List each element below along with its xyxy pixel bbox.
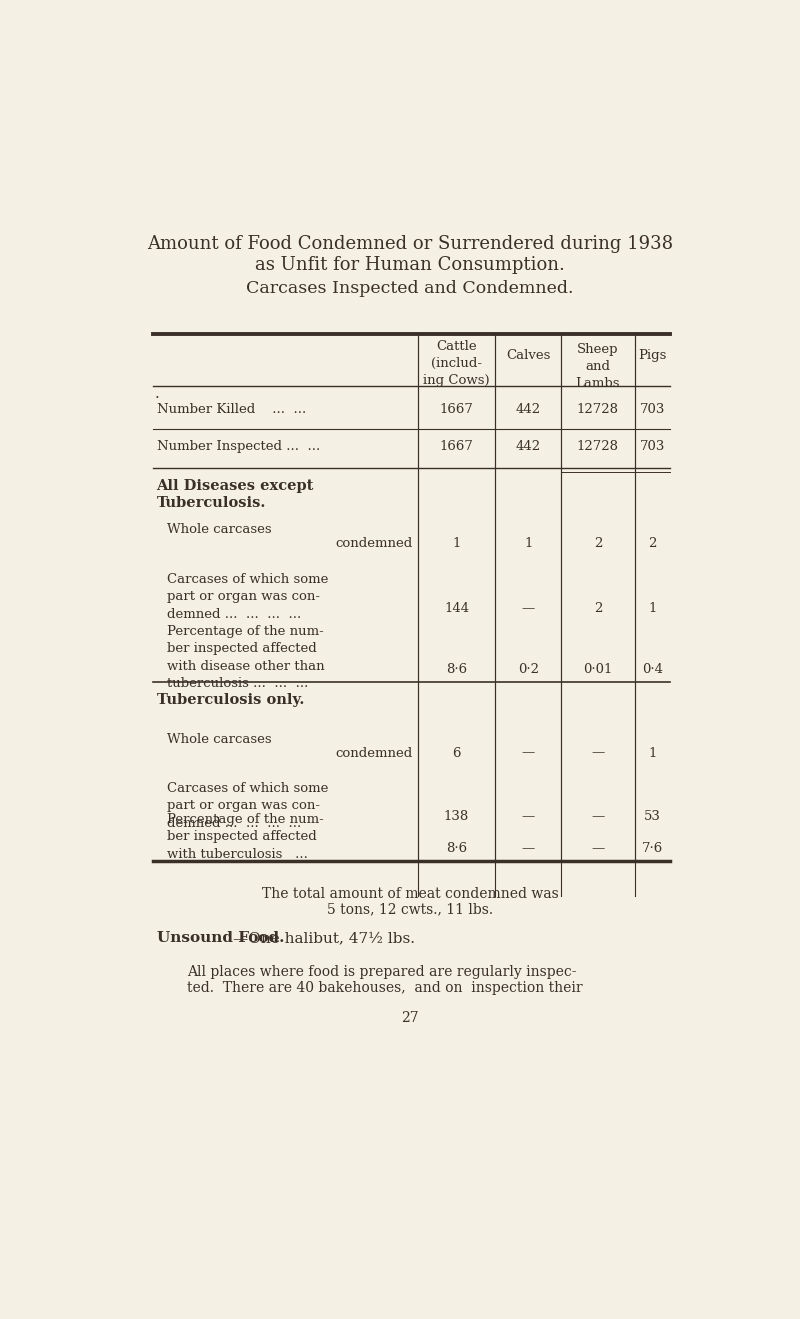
Text: 1667: 1667	[439, 404, 474, 415]
Text: condemned: condemned	[336, 747, 413, 760]
Text: Carcases of which some
part or organ was con-
demned ...  ...  ...  ...: Carcases of which some part or organ was…	[166, 572, 328, 620]
Text: 2: 2	[648, 537, 656, 550]
Text: 53: 53	[644, 810, 661, 823]
Text: Whole carcases: Whole carcases	[166, 732, 271, 745]
Text: 27: 27	[401, 1012, 419, 1025]
Text: 12728: 12728	[577, 441, 619, 454]
Text: condemned: condemned	[336, 537, 413, 550]
Text: ·: ·	[154, 390, 159, 405]
Text: 1: 1	[648, 747, 656, 760]
Text: All Diseases except
Tuberculosis.: All Diseases except Tuberculosis.	[157, 479, 314, 510]
Text: ted.  There are 40 bakehouses,  and on  inspection their: ted. There are 40 bakehouses, and on ins…	[187, 980, 582, 995]
Text: Carcases Inspected and Condemned.: Carcases Inspected and Condemned.	[246, 280, 574, 297]
Text: All places where food is prepared are regularly inspec-: All places where food is prepared are re…	[187, 966, 576, 979]
Text: —One halibut, 47½ lbs.: —One halibut, 47½ lbs.	[234, 931, 415, 946]
Text: 703: 703	[639, 441, 665, 454]
Text: —: —	[522, 601, 535, 615]
Text: 2: 2	[594, 601, 602, 615]
Text: —: —	[522, 747, 535, 760]
Text: —: —	[591, 747, 605, 760]
Text: Tuberculosis only.: Tuberculosis only.	[157, 692, 304, 707]
Text: Carcases of which some
part or organ was con-
demned ...  ...  ...  ...: Carcases of which some part or organ was…	[166, 782, 328, 830]
Text: 1: 1	[648, 601, 656, 615]
Text: 1: 1	[452, 537, 461, 550]
Text: Pigs: Pigs	[638, 350, 666, 363]
Text: Unsound Food.: Unsound Food.	[157, 931, 284, 946]
Text: Percentage of the num-
ber inspected affected
with disease other than
tuberculos: Percentage of the num- ber inspected aff…	[166, 625, 324, 690]
Text: 0·2: 0·2	[518, 663, 538, 677]
Text: Calves: Calves	[506, 350, 550, 363]
Text: —: —	[591, 810, 605, 823]
Text: Cattle
(includ-
ing Cows): Cattle (includ- ing Cows)	[423, 340, 490, 386]
Text: 144: 144	[444, 601, 469, 615]
Text: 442: 442	[516, 404, 541, 415]
Text: 0·4: 0·4	[642, 663, 662, 677]
Text: 1667: 1667	[439, 441, 474, 454]
Text: Sheep
and
Lambs: Sheep and Lambs	[576, 343, 620, 390]
Text: 0·01: 0·01	[583, 663, 613, 677]
Text: —: —	[522, 810, 535, 823]
Text: The total amount of meat condemned was: The total amount of meat condemned was	[262, 886, 558, 901]
Text: 8·6: 8·6	[446, 663, 467, 677]
Text: —: —	[591, 842, 605, 855]
Text: 2: 2	[594, 537, 602, 550]
Text: 12728: 12728	[577, 404, 619, 415]
Text: 7·6: 7·6	[642, 842, 663, 855]
Text: Number Inspected ...  ...: Number Inspected ... ...	[157, 441, 320, 454]
Text: Whole carcases: Whole carcases	[166, 524, 271, 537]
Text: 6: 6	[452, 747, 461, 760]
Text: Number Killed    ...  ...: Number Killed ... ...	[157, 404, 306, 415]
Text: 442: 442	[516, 441, 541, 454]
Text: Amount of Food Condemned or Surrendered during 1938: Amount of Food Condemned or Surrendered …	[147, 235, 673, 253]
Text: 1: 1	[524, 537, 532, 550]
Text: —: —	[522, 842, 535, 855]
Text: Percentage of the num-
ber inspected affected
with tuberculosis   ...: Percentage of the num- ber inspected aff…	[166, 813, 323, 861]
Text: 8·6: 8·6	[446, 842, 467, 855]
Text: 138: 138	[444, 810, 469, 823]
Text: 5 tons, 12 cwts., 11 lbs.: 5 tons, 12 cwts., 11 lbs.	[327, 902, 493, 917]
Text: 703: 703	[639, 404, 665, 415]
Text: as Unfit for Human Consumption.: as Unfit for Human Consumption.	[255, 256, 565, 274]
